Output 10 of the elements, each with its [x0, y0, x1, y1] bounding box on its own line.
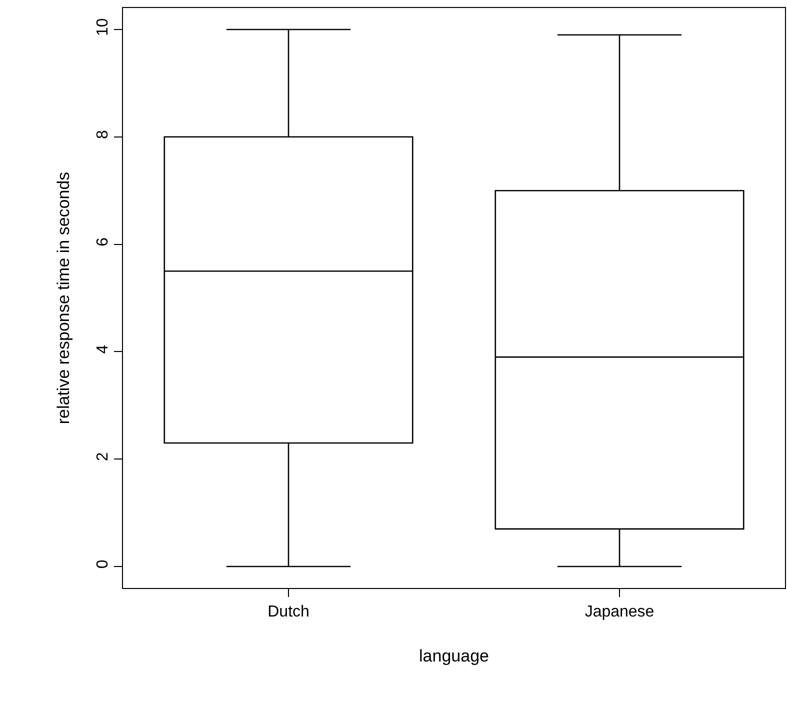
y-tick-label: 10 — [94, 18, 112, 36]
x-tick-label: Japanese — [584, 603, 654, 620]
y-tick-label: 2 — [94, 452, 112, 462]
x-tick-label: Dutch — [268, 603, 310, 620]
y-tick-label: 6 — [94, 237, 112, 246]
y-tick-label: 4 — [94, 344, 112, 354]
y-axis-title: relative response time in seconds — [54, 172, 73, 424]
y-tick-label: 0 — [94, 560, 112, 569]
y-tick-label: 8 — [94, 130, 112, 139]
x-axis-title: language — [419, 646, 489, 666]
